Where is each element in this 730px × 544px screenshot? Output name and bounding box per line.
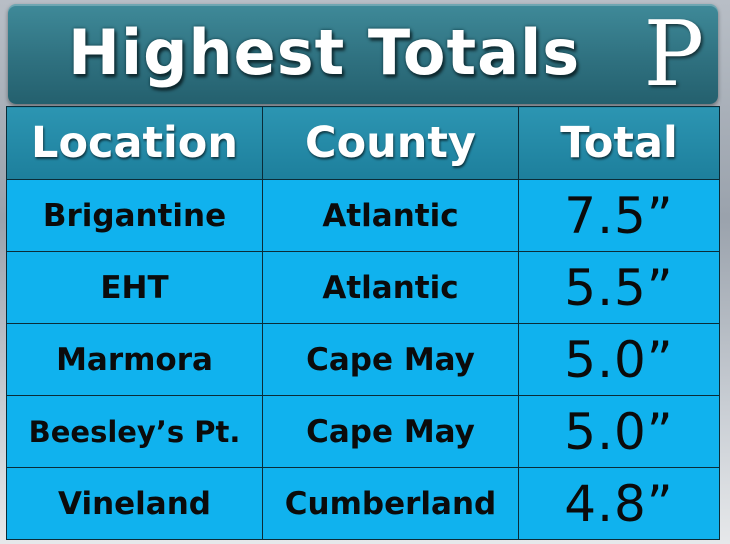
page-title: Highest Totals xyxy=(68,16,581,89)
total-cell: 5.5” xyxy=(518,251,720,324)
column-header-county: County xyxy=(262,106,519,180)
table-row: Beesley’s Pt. Cape May 5.0” xyxy=(6,395,720,468)
station-logo: P xyxy=(643,2,704,107)
location-cell: Marmora xyxy=(6,323,263,396)
table-row: EHT Atlantic 5.5” xyxy=(6,251,720,324)
county-cell: Atlantic xyxy=(262,179,519,252)
title-banner: Highest Totals P xyxy=(8,2,718,107)
table-row: Marmora Cape May 5.0” xyxy=(6,323,720,396)
location-cell: Beesley’s Pt. xyxy=(6,395,263,468)
totals-table: Location County Total Brigantine Atlanti… xyxy=(6,106,720,540)
column-header-location: Location xyxy=(6,106,263,180)
table-header-row: Location County Total xyxy=(6,106,720,180)
location-cell: Brigantine xyxy=(6,179,263,252)
location-cell: Vineland xyxy=(6,467,263,540)
column-header-total: Total xyxy=(518,106,720,180)
county-cell: Cape May xyxy=(262,323,519,396)
county-cell: Cumberland xyxy=(262,467,519,540)
total-cell: 7.5” xyxy=(518,179,720,252)
total-cell: 5.0” xyxy=(518,395,720,468)
location-cell: EHT xyxy=(6,251,263,324)
county-cell: Cape May xyxy=(262,395,519,468)
total-cell: 5.0” xyxy=(518,323,720,396)
table-row: Vineland Cumberland 4.8” xyxy=(6,467,720,540)
table-row: Brigantine Atlantic 7.5” xyxy=(6,179,720,252)
total-cell: 4.8” xyxy=(518,467,720,540)
county-cell: Atlantic xyxy=(262,251,519,324)
